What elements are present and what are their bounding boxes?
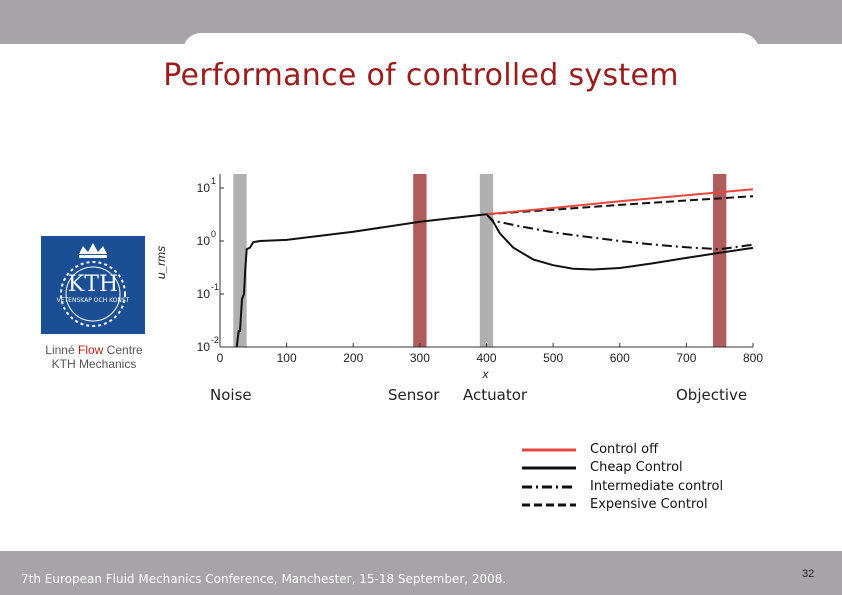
crown-icon xyxy=(79,243,107,254)
y-tick-exponent: 1 xyxy=(211,176,216,186)
kth-logo: KTH VETENSKAP OCH KONST xyxy=(41,236,145,334)
x-tick-label: 100 xyxy=(277,351,297,365)
affiliation: Linné Flow Centre KTH Mechanics xyxy=(24,343,164,371)
affiliation-flow: Flow xyxy=(78,343,104,357)
sensor-label: Sensor xyxy=(388,386,440,404)
y-tick-label: 10 xyxy=(197,181,211,195)
series-line-control-off xyxy=(486,188,754,216)
objective-band xyxy=(713,174,727,347)
legend-swatch xyxy=(522,448,576,452)
bottom-band xyxy=(0,551,842,595)
x-tick-label: 200 xyxy=(343,351,363,365)
logo-subtext: VETENSKAP OCH KONST xyxy=(57,297,130,304)
shared-upstream-line xyxy=(235,213,487,348)
x-tick-label: 500 xyxy=(543,351,563,365)
panel-frame xyxy=(183,33,759,569)
legend-label: Control off xyxy=(590,442,659,457)
legend-label: Cheap Control xyxy=(590,460,683,476)
y-tick-exponent: -1 xyxy=(211,282,219,292)
y-tick-label: 10 xyxy=(197,234,211,248)
actuator-label: Actuator xyxy=(463,386,528,404)
noise-band xyxy=(233,174,247,347)
y-axis-label: u_rms xyxy=(154,246,168,279)
series-line-intermediate-control xyxy=(485,213,754,251)
affiliation-prefix: Linné xyxy=(45,343,78,357)
kth-logo-graphic: KTH VETENSKAP OCH KONST xyxy=(57,243,130,327)
logo-text: KTH xyxy=(68,272,118,297)
x-tick-label: 800 xyxy=(743,351,763,365)
y-tick-exponent: 0 xyxy=(211,229,216,239)
legend-swatch xyxy=(522,466,576,470)
x-tick-label: 400 xyxy=(476,351,496,365)
legend-label: Expensive Control xyxy=(590,496,708,512)
x-tick-label: 0 xyxy=(217,351,224,365)
x-tick-label: 300 xyxy=(410,351,430,365)
y-tick-label: 10 xyxy=(197,287,211,301)
affiliation-line1: Linné Flow Centre xyxy=(24,343,164,357)
objective-label: Objective xyxy=(676,386,748,404)
page-number: 32 xyxy=(802,568,815,580)
actuator-band xyxy=(479,174,494,347)
noise-label: Noise xyxy=(210,386,252,404)
legend-swatch xyxy=(522,485,576,489)
legend-swatch xyxy=(522,503,576,507)
y-tick-label: 10 xyxy=(197,340,211,354)
affiliation-line2: KTH Mechanics xyxy=(51,357,137,371)
sensor-band xyxy=(413,174,427,347)
x-tick-label: 700 xyxy=(676,351,696,365)
legend-label: Intermediate control xyxy=(590,478,724,494)
y-tick-exponent: -2 xyxy=(211,335,219,345)
series-line-expensive-control xyxy=(486,195,754,216)
series-line-cheap-control xyxy=(485,213,754,271)
x-tick-label: 600 xyxy=(610,351,630,365)
x-axis-label: x xyxy=(482,367,490,381)
slide-title: Performance of controlled system xyxy=(163,58,679,93)
footer-text: 7th European Fluid Mechanics Conference,… xyxy=(21,572,507,586)
affiliation-suffix: Centre xyxy=(103,343,143,357)
